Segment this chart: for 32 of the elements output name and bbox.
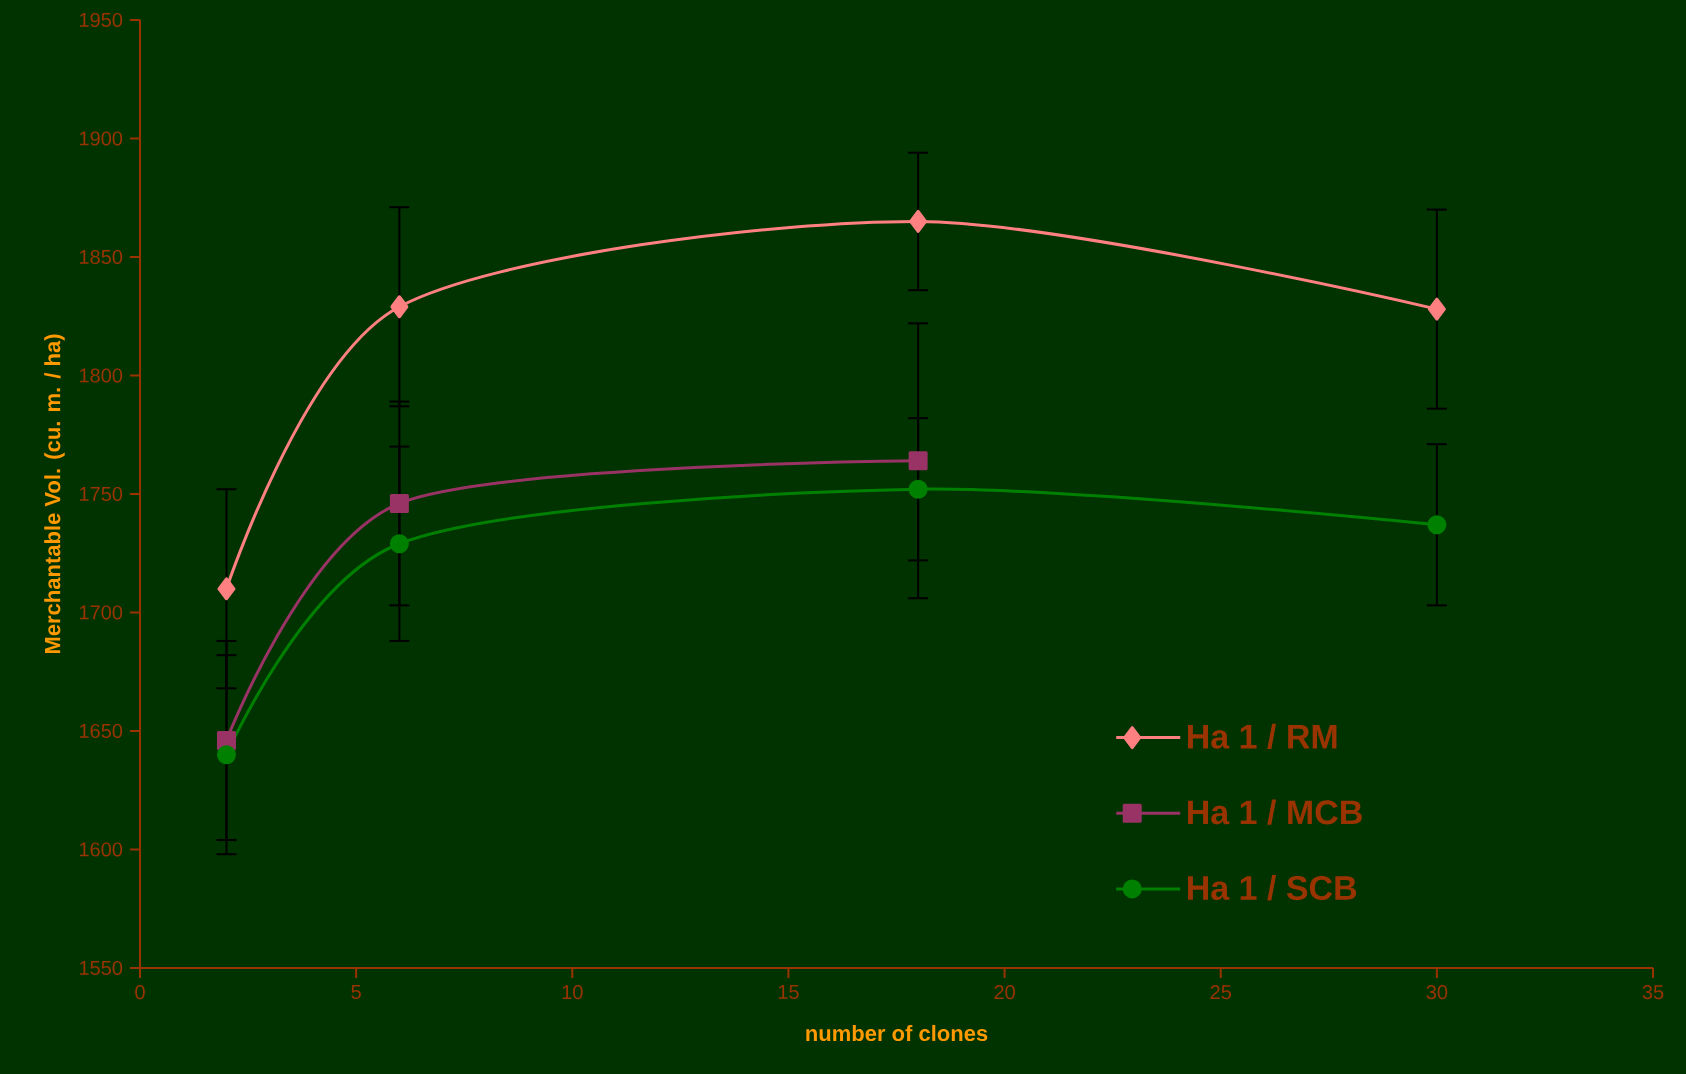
y-tick-label: 1950	[79, 12, 123, 28]
point	[908, 451, 928, 471]
y-axis-title: Merchantable Vol. (cu. m. / ha)	[44, 334, 65, 654]
y-tick-label: 1900	[79, 131, 123, 146]
y-tick-label: 1800	[79, 368, 123, 383]
x-tick-label: 10	[562, 985, 583, 1000]
legend-label: Ha 1 / RM	[1188, 723, 1337, 750]
y-tick-label: 1700	[79, 605, 123, 620]
x-tick-label: 25	[1210, 985, 1232, 1000]
x-tick-label: 20	[994, 985, 1015, 1000]
x-tick-label: 5	[351, 985, 361, 999]
x-tick-label: 30	[1426, 985, 1448, 1000]
legend-label: Ha 1 / MCB	[1188, 799, 1362, 825]
point	[216, 745, 236, 765]
y-tick-label: 1550	[79, 960, 123, 976]
x-axis-title: number of clones	[806, 1024, 988, 1042]
x-tick-label: 0	[135, 985, 145, 1000]
point	[217, 577, 236, 601]
y-tick-label: 1850	[79, 249, 123, 265]
point	[390, 295, 409, 319]
y-tick-label: 1600	[79, 842, 123, 857]
point	[1427, 297, 1446, 321]
y-tick-label: 1650	[79, 723, 123, 739]
x-tick-label: 15	[778, 985, 799, 999]
point	[389, 534, 409, 554]
x-tick-label: 35	[1642, 985, 1664, 1000]
legend-label: Ha 1 / SCB	[1188, 875, 1357, 901]
point	[908, 479, 928, 499]
y-tick-label: 1750	[79, 486, 123, 502]
point	[909, 209, 928, 233]
point	[1427, 515, 1447, 535]
point	[389, 493, 409, 513]
